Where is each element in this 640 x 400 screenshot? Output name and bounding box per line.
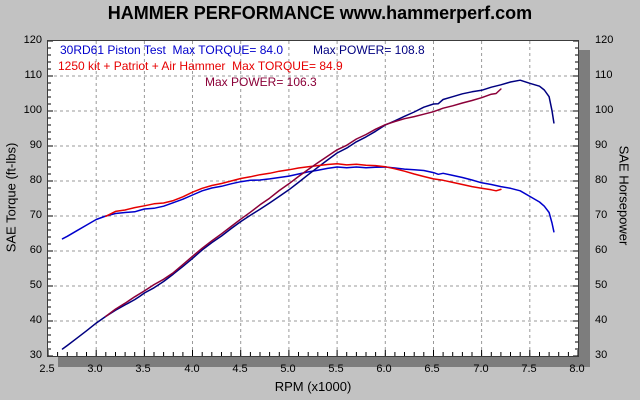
y-tick-label-right: 50 bbox=[595, 279, 608, 291]
y-tick-label-right: 40 bbox=[595, 314, 608, 326]
y-tick-label-right: 100 bbox=[595, 104, 614, 116]
chart-plot-area bbox=[47, 40, 579, 357]
y-tick-label-right: 120 bbox=[595, 34, 614, 46]
x-tick-label: 3.5 bbox=[135, 363, 151, 375]
y-tick-label-left: 40 bbox=[29, 314, 42, 326]
legend-run2-torque: 1250 kit + Patriot + Air Hammer Max TORQ… bbox=[58, 59, 343, 73]
x-tick-label: 7.0 bbox=[473, 363, 489, 375]
y-tick-label-left: 110 bbox=[24, 69, 42, 81]
y-tick-label-left: 30 bbox=[29, 349, 42, 361]
x-tick-label: 3.0 bbox=[87, 363, 103, 375]
x-tick-label: 7.5 bbox=[521, 363, 537, 375]
y-tick-label-left: 50 bbox=[29, 279, 42, 291]
y-tick-label-right: 60 bbox=[595, 244, 608, 256]
x-tick-label: 5.0 bbox=[280, 363, 296, 375]
x-tick-label: 6.0 bbox=[376, 363, 392, 375]
x-tick-label: 5.5 bbox=[328, 363, 344, 375]
y-tick-label-right: 30 bbox=[595, 349, 608, 361]
y-tick-label-left: 80 bbox=[29, 174, 42, 186]
legend-run1-torque: 30RD61 Piston Test Max TORQUE= 84.0 bbox=[60, 43, 284, 57]
y-tick-label-left: 120 bbox=[23, 34, 42, 46]
page-title: HAMMER PERFORMANCE www.hammerperf.com bbox=[107, 3, 533, 23]
x-tick-label: 4.5 bbox=[232, 363, 248, 375]
x-tick-label: 8.0 bbox=[569, 363, 585, 375]
x-axis-title: RPM (x1000) bbox=[274, 379, 352, 394]
dyno-curves-svg bbox=[48, 41, 578, 356]
y-tick-label-left: 60 bbox=[29, 244, 42, 256]
x-tick-label: 6.5 bbox=[424, 363, 440, 375]
y-tick-label-right: 80 bbox=[595, 174, 608, 186]
y-tick-label-left: 90 bbox=[29, 139, 42, 151]
x-tick-label: 2.5 bbox=[39, 363, 55, 375]
y-tick-label-right: 110 bbox=[595, 69, 613, 81]
x-tick-label: 4.0 bbox=[184, 363, 200, 375]
y-tick-label-left: 70 bbox=[29, 209, 42, 221]
y-tick-label-right: 90 bbox=[595, 139, 608, 151]
legend-run1-power: Max POWER= 108.8 bbox=[313, 43, 425, 57]
y-tick-label-left: 100 bbox=[23, 104, 42, 116]
y-tick-label-right: 70 bbox=[595, 209, 608, 221]
legend-run2-power: Max POWER= 106.3 bbox=[205, 75, 317, 89]
